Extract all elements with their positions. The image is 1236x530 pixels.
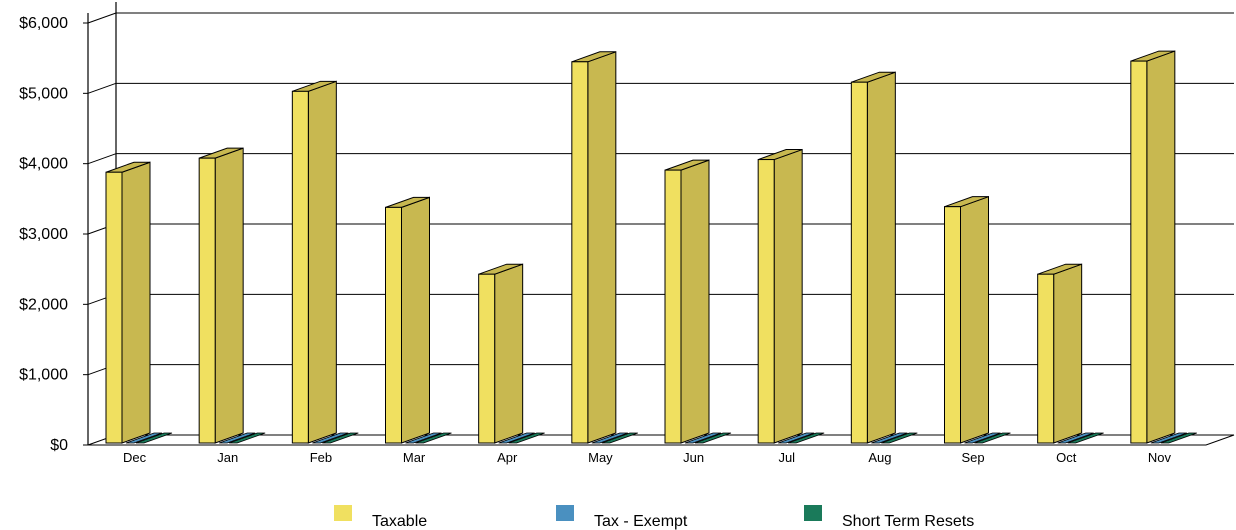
x-tick-label-jan: Jan: [217, 450, 238, 465]
x-tick-label-oct: Oct: [1056, 450, 1077, 465]
legend-swatch: [804, 505, 822, 521]
bar-side: [214, 147, 244, 444]
bar-taxable-oct: [1037, 263, 1083, 444]
legend-swatch: [334, 505, 352, 521]
bar-short-term-resets-apr: [508, 432, 545, 444]
bar-tax-exempt-may: [591, 432, 628, 444]
x-tick-label-may: May: [588, 450, 613, 465]
bar-taxable-may: [571, 51, 617, 444]
bar-tax-exempt-apr: [498, 432, 535, 444]
bar-short-term-resets-mar: [415, 432, 452, 444]
bar-front: [478, 273, 496, 444]
y-tick-label: $2,000: [19, 296, 68, 313]
bar-short-term-resets-dec: [135, 432, 173, 444]
bar-side: [960, 195, 989, 444]
bar-front: [944, 206, 961, 444]
bar-taxable-nov: [1130, 50, 1176, 444]
bar-short-term-resets-nov: [1160, 432, 1197, 444]
bar-tax-exempt-nov: [1150, 432, 1187, 444]
bar-taxable-dec: [105, 161, 151, 444]
bar-short-term-resets-may: [601, 432, 638, 444]
bar-front: [850, 81, 868, 444]
bar-front: [571, 61, 589, 444]
bar-side: [307, 80, 337, 444]
gridline-depth: [87, 82, 117, 94]
bar-side: [494, 263, 524, 444]
legend-label: Tax - Exempt: [594, 513, 688, 530]
bar-side: [121, 161, 151, 444]
bar-tax-exempt-sep: [964, 432, 1001, 444]
x-tick-label-dec: Dec: [123, 450, 147, 465]
bar-short-term-resets-aug: [881, 432, 918, 444]
y-axis: $0 $1,000 $2,000 $3,000 $4,000 $5,000 $6,000: [19, 15, 88, 454]
bar-tax-exempt-mar: [405, 432, 442, 444]
bar-front: [664, 169, 682, 444]
bar-tax-exempt-oct: [1057, 432, 1094, 444]
x-tick-label-mar: Mar: [403, 450, 426, 465]
legend-swatch: [556, 505, 574, 521]
bar-side: [1053, 263, 1083, 444]
gridline-depth: [87, 153, 117, 165]
x-tick-label-jul: Jul: [778, 450, 795, 465]
x-tick-label-feb: Feb: [310, 450, 332, 465]
bar-tax-exempt-jul: [778, 432, 815, 444]
bar-short-term-resets-jul: [788, 432, 825, 444]
gridline-depth: [87, 12, 117, 24]
bars: [105, 50, 1197, 444]
bar-front: [385, 206, 402, 444]
bar-taxable-jul: [757, 148, 803, 444]
bar-tax-exempt-jan: [219, 432, 256, 444]
bar-tax-exempt-aug: [871, 432, 908, 444]
y-tick-label: $6,000: [19, 15, 68, 32]
legend: Taxable Tax - Exempt Short Term Resets: [334, 505, 974, 530]
bar-front: [291, 90, 309, 444]
bar-taxable-feb: [291, 80, 337, 444]
bar-taxable-sep: [944, 195, 989, 444]
bar-short-term-resets-jan: [229, 432, 266, 444]
bar-taxable-jun: [664, 159, 710, 444]
bar-front: [1037, 273, 1055, 444]
x-tick-label-jun: Jun: [683, 450, 704, 465]
x-tick-label-aug: Aug: [868, 450, 891, 465]
bar-tax-exempt-dec: [125, 432, 163, 444]
bar-side: [680, 159, 710, 444]
bar-short-term-resets-sep: [974, 432, 1011, 444]
legend-item-short-term-resets: Short Term Resets: [804, 505, 974, 530]
legend-item-taxable: Taxable: [334, 505, 427, 530]
bar-front: [198, 157, 216, 444]
y-tick-label: $0: [50, 437, 68, 454]
bar-front: [1130, 60, 1148, 444]
bar-short-term-resets-feb: [322, 432, 359, 444]
y-tick-label: $3,000: [19, 226, 68, 243]
bar-side: [866, 71, 896, 444]
bar-side: [773, 148, 803, 444]
y-tick-label: $4,000: [19, 156, 68, 173]
legend-item-tax-exempt: Tax - Exempt: [556, 505, 688, 530]
bar-side: [587, 51, 617, 444]
bar-taxable-aug: [850, 71, 896, 444]
bar-side: [1146, 50, 1176, 444]
x-tick-label-sep: Sep: [962, 450, 985, 465]
bar-front: [105, 171, 123, 444]
bar-short-term-resets-jun: [694, 432, 732, 444]
x-axis: Dec Jan Feb Mar Apr May Jun Jul Aug Sep Oct Nov: [123, 450, 1171, 465]
bar-tax-exempt-jun: [684, 432, 722, 444]
y-tick-label: $1,000: [19, 367, 68, 384]
bar-taxable-mar: [385, 196, 430, 444]
y-tick-label: $5,000: [19, 85, 68, 102]
legend-label: Short Term Resets: [842, 513, 974, 530]
bar-front: [757, 159, 775, 444]
legend-label: Taxable: [372, 513, 427, 530]
bar-short-term-resets-oct: [1067, 432, 1104, 444]
x-tick-label-nov: Nov: [1148, 450, 1172, 465]
bar-side: [401, 196, 430, 444]
bar-taxable-jan: [198, 147, 244, 444]
x-tick-label-apr: Apr: [497, 450, 518, 465]
bar-tax-exempt-feb: [312, 432, 349, 444]
bar-taxable-apr: [478, 263, 524, 444]
